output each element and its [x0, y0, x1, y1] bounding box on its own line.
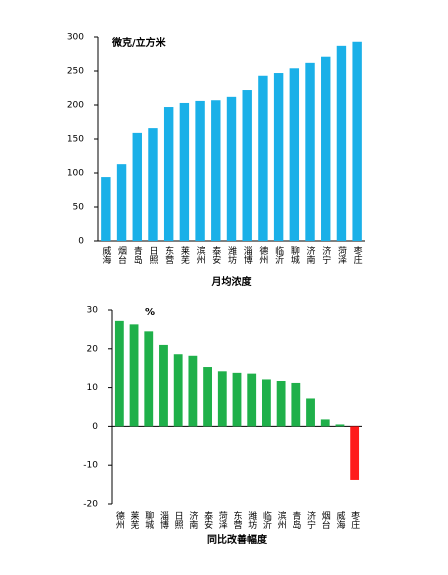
x-tick-label: 淄博 — [242, 245, 253, 265]
bar — [320, 419, 330, 427]
x-tick-label: 济宁 — [320, 245, 331, 264]
x-tick-label: 临沂 — [273, 245, 284, 265]
x-tick-label: 聊城 — [143, 510, 154, 530]
bar — [203, 367, 212, 427]
bar — [144, 331, 154, 427]
x-tick-label: 德州 — [257, 245, 268, 264]
x-axis-title: 同比改善幅度 — [207, 533, 268, 546]
x-tick-label: 济宁 — [305, 510, 316, 529]
bar — [335, 424, 345, 427]
bar — [188, 355, 198, 427]
x-tick-label: 威海 — [100, 245, 111, 265]
bar — [173, 354, 183, 427]
x-tick-label: 枣庄 — [349, 511, 360, 530]
y-tick-label: 250 — [67, 67, 84, 77]
x-axis-title: 月均浓度 — [211, 275, 253, 288]
bar — [350, 426, 360, 480]
bar — [262, 379, 271, 427]
bar — [159, 344, 168, 427]
x-tick-label: 日照 — [147, 246, 158, 265]
bar — [305, 62, 315, 242]
bar — [226, 96, 237, 241]
y-tick-label: 20 — [87, 344, 99, 354]
x-tick-label: 日照 — [173, 511, 184, 530]
x-tick-label: 泰安 — [210, 245, 221, 265]
x-tick-label: 青岛 — [290, 510, 301, 530]
bar — [148, 128, 158, 241]
bar — [217, 371, 227, 427]
x-tick-label: 威海 — [334, 510, 345, 530]
x-tick-label: 济南 — [187, 510, 198, 529]
x-tick-label: 莱芜 — [129, 510, 140, 530]
bar — [258, 75, 268, 241]
x-tick-label: 菏泽 — [336, 246, 347, 265]
x-tick-label: 东营 — [232, 510, 243, 530]
y-tick-label: 100 — [67, 169, 84, 179]
x-tick-label: 莱芜 — [179, 245, 190, 265]
y-tick-label: 300 — [67, 33, 84, 43]
y-tick-label: -20 — [83, 500, 98, 510]
bar — [273, 73, 284, 241]
bar — [211, 100, 221, 242]
bar — [129, 324, 139, 427]
y-tick-label: 0 — [92, 422, 98, 432]
y-tick-label: 0 — [78, 237, 84, 247]
bar — [276, 381, 286, 427]
y-tick-label: 50 — [73, 203, 85, 213]
bar — [321, 56, 331, 241]
bar — [306, 398, 315, 427]
axis-unit: 微克/立方米 — [111, 36, 167, 49]
bar — [195, 100, 205, 241]
x-tick-label: 东营 — [163, 245, 174, 265]
x-tick-label: 青岛 — [132, 245, 143, 265]
x-tick-label: 临沂 — [261, 510, 272, 530]
y-tick-label: -10 — [83, 461, 98, 471]
bar — [114, 320, 124, 427]
x-tick-label: 菏泽 — [217, 511, 228, 530]
bar — [179, 102, 190, 242]
x-tick-label: 淄博 — [158, 510, 169, 530]
x-tick-label: 德州 — [114, 510, 125, 529]
x-tick-label: 潍坊 — [226, 245, 237, 265]
x-tick-label: 烟台 — [116, 245, 127, 265]
axis-unit: % — [145, 307, 155, 318]
bar — [352, 41, 362, 242]
bar — [116, 164, 127, 241]
x-tick-label: 济南 — [305, 245, 316, 264]
y-tick-label: 30 — [87, 306, 99, 316]
bar — [232, 372, 242, 427]
bar — [291, 382, 301, 427]
bar — [132, 132, 142, 241]
x-tick-label: 滨州 — [276, 510, 287, 529]
y-tick-label: 200 — [67, 101, 84, 111]
x-tick-label: 滨州 — [195, 245, 206, 264]
bar — [101, 177, 111, 241]
x-tick-label: 烟台 — [320, 510, 331, 530]
x-tick-label: 潍坊 — [246, 510, 256, 530]
bar — [289, 68, 300, 241]
x-tick-label: 泰安 — [202, 510, 213, 530]
y-tick-label: 150 — [67, 135, 84, 145]
x-tick-label: 聊城 — [289, 245, 300, 265]
bar — [247, 373, 257, 427]
bar — [336, 45, 347, 242]
bar — [242, 90, 252, 241]
bar — [163, 107, 174, 241]
y-tick-label: 10 — [87, 383, 99, 393]
x-tick-label: 枣庄 — [352, 246, 363, 265]
